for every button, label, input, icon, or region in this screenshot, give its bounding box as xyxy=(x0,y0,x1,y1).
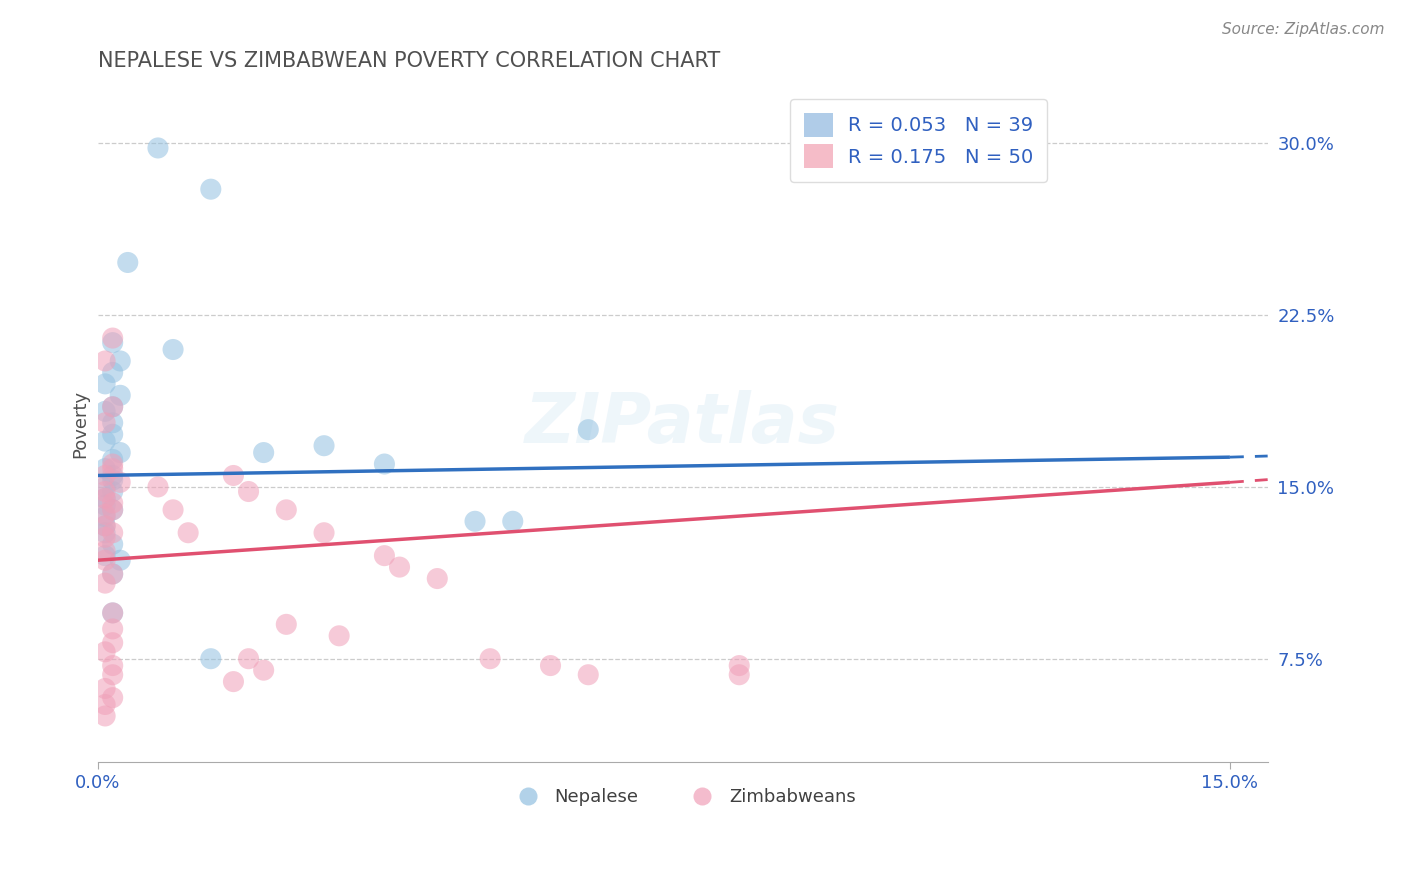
Point xyxy=(101,606,124,620)
Point xyxy=(94,509,117,524)
Point xyxy=(94,709,117,723)
Point xyxy=(101,400,124,414)
Point xyxy=(101,503,124,517)
Point xyxy=(94,416,117,430)
Point xyxy=(728,658,751,673)
Point xyxy=(328,629,350,643)
Point xyxy=(222,674,245,689)
Point xyxy=(94,698,117,712)
Point xyxy=(101,525,124,540)
Point xyxy=(94,434,117,449)
Point xyxy=(576,667,599,681)
Point xyxy=(101,537,124,551)
Point xyxy=(94,468,117,483)
Point xyxy=(101,461,124,475)
Point xyxy=(464,514,486,528)
Point xyxy=(238,651,260,665)
Point xyxy=(101,416,124,430)
Point xyxy=(238,484,260,499)
Point xyxy=(110,475,132,490)
Point xyxy=(276,617,298,632)
Point xyxy=(101,622,124,636)
Point xyxy=(162,343,184,357)
Point xyxy=(101,473,124,487)
Point xyxy=(101,331,124,345)
Point xyxy=(94,530,117,544)
Point xyxy=(101,566,124,581)
Point xyxy=(200,182,222,196)
Point xyxy=(101,335,124,350)
Point xyxy=(94,519,117,533)
Point xyxy=(94,645,117,659)
Point xyxy=(101,452,124,467)
Point xyxy=(373,549,395,563)
Point xyxy=(101,400,124,414)
Point xyxy=(117,255,139,269)
Point xyxy=(101,690,124,705)
Point xyxy=(502,514,524,528)
Point xyxy=(253,445,276,459)
Point xyxy=(101,606,124,620)
Point xyxy=(373,457,395,471)
Point xyxy=(110,354,132,368)
Point xyxy=(146,480,169,494)
Text: NEPALESE VS ZIMBABWEAN POVERTY CORRELATION CHART: NEPALESE VS ZIMBABWEAN POVERTY CORRELATI… xyxy=(97,51,720,70)
Point xyxy=(110,553,132,567)
Y-axis label: Poverty: Poverty xyxy=(72,390,89,458)
Point xyxy=(94,544,117,558)
Point xyxy=(479,651,502,665)
Point xyxy=(728,667,751,681)
Point xyxy=(94,508,117,522)
Point xyxy=(94,525,117,540)
Point xyxy=(94,484,117,499)
Point xyxy=(94,549,117,563)
Point xyxy=(94,376,117,391)
Point xyxy=(101,566,124,581)
Point xyxy=(101,457,124,471)
Point xyxy=(101,468,124,483)
Point xyxy=(101,503,124,517)
Point xyxy=(94,491,117,506)
Point xyxy=(101,484,124,499)
Point xyxy=(276,503,298,517)
Point xyxy=(312,525,335,540)
Point xyxy=(200,651,222,665)
Point xyxy=(101,427,124,442)
Point xyxy=(222,468,245,483)
Point xyxy=(94,404,117,418)
Point xyxy=(94,354,117,368)
Point xyxy=(94,681,117,696)
Point xyxy=(388,560,411,574)
Text: ZIPatlas: ZIPatlas xyxy=(524,391,841,458)
Point xyxy=(101,366,124,380)
Point xyxy=(110,445,132,459)
Point xyxy=(101,635,124,649)
Point xyxy=(162,503,184,517)
Point xyxy=(94,498,117,512)
Point xyxy=(94,519,117,533)
Point xyxy=(576,423,599,437)
Point xyxy=(426,572,449,586)
Point xyxy=(177,525,200,540)
Point xyxy=(101,667,124,681)
Point xyxy=(101,658,124,673)
Point xyxy=(94,576,117,591)
Point xyxy=(101,496,124,510)
Point xyxy=(540,658,562,673)
Point xyxy=(94,461,117,475)
Point xyxy=(253,663,276,677)
Point xyxy=(94,553,117,567)
Legend: Nepalese, Zimbabweans: Nepalese, Zimbabweans xyxy=(502,781,863,814)
Point xyxy=(94,491,117,506)
Point xyxy=(110,388,132,402)
Point xyxy=(146,141,169,155)
Point xyxy=(94,480,117,494)
Text: Source: ZipAtlas.com: Source: ZipAtlas.com xyxy=(1222,22,1385,37)
Point xyxy=(312,439,335,453)
